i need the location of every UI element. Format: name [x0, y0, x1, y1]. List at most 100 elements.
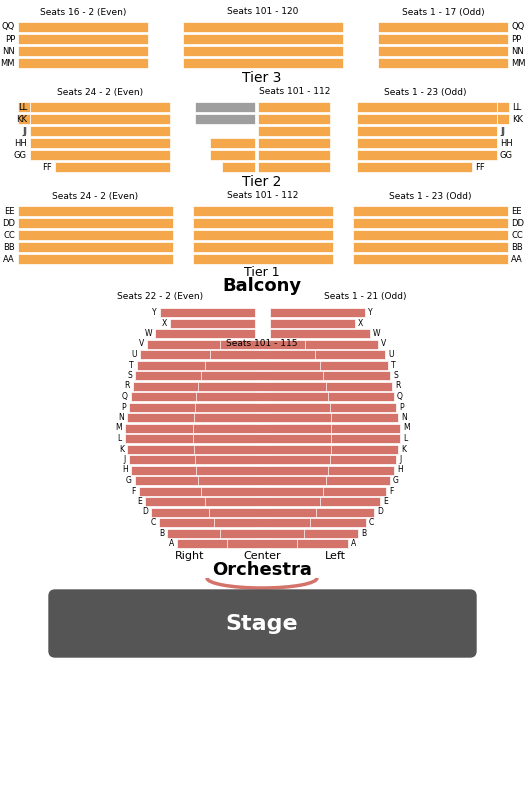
Bar [270, 392, 394, 401]
Bar [270, 529, 358, 538]
Text: D: D [142, 507, 148, 517]
Text: J: J [124, 455, 126, 464]
Text: P: P [121, 402, 126, 411]
Bar [258, 126, 330, 136]
Bar [270, 476, 390, 485]
Text: LL: LL [512, 102, 521, 111]
Text: CC: CC [3, 230, 15, 239]
Bar [270, 423, 400, 433]
Text: HH: HH [14, 138, 27, 147]
Text: F: F [389, 486, 393, 495]
Bar [151, 507, 255, 517]
Text: E: E [137, 497, 142, 506]
Bar [357, 162, 472, 172]
Text: CC: CC [511, 230, 523, 239]
Bar [378, 22, 508, 32]
Bar [258, 138, 330, 148]
Bar [129, 402, 255, 411]
Text: DD: DD [2, 218, 15, 227]
Text: W: W [373, 329, 381, 338]
Bar [210, 138, 255, 148]
Bar [18, 34, 148, 44]
Text: H: H [122, 466, 128, 474]
FancyBboxPatch shape [49, 590, 476, 657]
Bar [137, 361, 255, 370]
Text: Seats 101 - 112: Seats 101 - 112 [227, 191, 299, 201]
Bar [183, 46, 343, 56]
Bar [194, 413, 331, 422]
Bar [205, 361, 320, 370]
Text: PP: PP [511, 34, 521, 43]
Text: V: V [381, 339, 386, 349]
Bar [353, 242, 508, 252]
Bar [177, 539, 255, 548]
Text: R: R [395, 382, 401, 390]
Text: G: G [126, 476, 132, 485]
Text: MM: MM [1, 58, 15, 67]
Bar [18, 22, 148, 32]
Text: H: H [397, 466, 403, 474]
Text: Tier 1: Tier 1 [244, 266, 280, 278]
Bar [205, 497, 320, 506]
Text: JJ: JJ [22, 126, 27, 135]
Text: K: K [119, 445, 124, 454]
Bar [222, 162, 255, 172]
Bar [270, 518, 366, 527]
Bar [194, 402, 330, 411]
Bar [196, 466, 328, 474]
Bar [258, 150, 330, 160]
Bar [193, 254, 333, 264]
Text: Left: Left [324, 551, 345, 561]
Bar [194, 445, 331, 454]
Bar [125, 434, 255, 443]
Text: KK: KK [512, 114, 523, 123]
Text: FF: FF [475, 162, 485, 171]
Bar [135, 371, 255, 380]
Text: G: G [393, 476, 399, 485]
Text: Q: Q [122, 392, 128, 401]
Bar [30, 102, 170, 112]
Text: M: M [403, 423, 410, 433]
Bar [353, 230, 508, 240]
Text: N: N [118, 413, 124, 422]
Text: S: S [127, 371, 132, 380]
Text: X: X [162, 318, 167, 327]
Bar [270, 339, 378, 349]
Bar [193, 206, 333, 216]
Bar [160, 308, 255, 317]
Bar [127, 413, 255, 422]
Bar [159, 518, 255, 527]
Text: U: U [388, 350, 394, 359]
Bar [270, 539, 348, 548]
Bar [201, 371, 323, 380]
Text: BB: BB [511, 242, 523, 251]
Text: Seats 24 - 2 (Even): Seats 24 - 2 (Even) [57, 87, 143, 97]
Bar [353, 254, 508, 264]
Bar [195, 114, 255, 124]
Bar [30, 114, 170, 124]
Bar [125, 423, 255, 433]
Bar [357, 126, 497, 136]
Text: S: S [393, 371, 398, 380]
Bar [208, 507, 316, 517]
Bar [357, 102, 497, 112]
Text: W: W [144, 329, 152, 338]
Text: A: A [169, 539, 174, 548]
Bar [270, 382, 392, 390]
Text: QQ: QQ [2, 22, 15, 31]
Text: Seats 101 - 112: Seats 101 - 112 [259, 87, 331, 97]
Bar [357, 114, 497, 124]
Bar [219, 339, 304, 349]
Bar [353, 206, 508, 216]
Text: E: E [383, 497, 388, 506]
Bar [258, 162, 330, 172]
Text: Seats 22 - 2 (Even): Seats 22 - 2 (Even) [117, 291, 203, 301]
Text: KK: KK [16, 114, 27, 123]
Text: Y: Y [368, 308, 373, 317]
Bar [270, 402, 396, 411]
Bar [270, 455, 396, 464]
Text: QQ: QQ [511, 22, 524, 31]
Text: MM: MM [511, 58, 525, 67]
Text: GG: GG [14, 150, 27, 159]
Bar [198, 382, 326, 390]
